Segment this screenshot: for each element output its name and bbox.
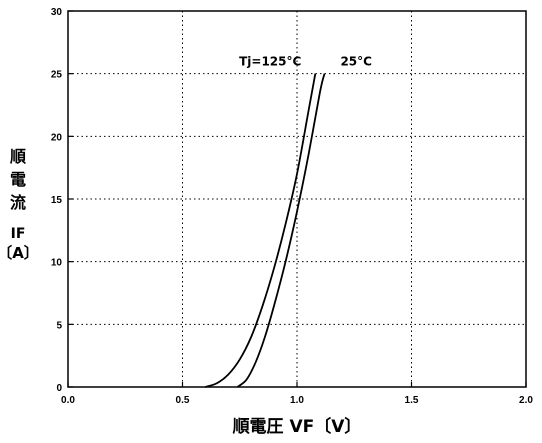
x-tick-label: 2.0 [519,395,533,406]
y-tick-label: 30 [51,7,63,18]
curve-annotations: Tj=125°C 25°C [239,55,372,69]
y-tick-label: 0 [56,383,62,394]
y-axis-label: 順 電 流 IF 〔A〕 [0,147,39,262]
y-tick-label: 20 [51,132,63,143]
y-tick-label: 10 [51,258,63,269]
x-tick-label: 0.0 [61,395,75,406]
series-line-tj-25c [236,73,326,388]
x-axis-label: 順電圧 VF〔V〕 [233,416,362,437]
series-annotation: Tj=125°C [239,55,301,69]
y-axis-label-char: 電 [10,170,26,189]
series-annotation: 25°C [340,55,372,69]
x-tick-label: 1.0 [290,395,304,406]
x-tick-labels: 0.0 0.5 1.0 1.5 2.0 [61,395,533,406]
y-tick-labels: 0 5 10 15 20 25 30 [51,7,63,394]
y-tick-label: 5 [56,320,62,331]
y-tick-label: 25 [51,70,63,81]
series-lines [205,73,326,388]
y-tick-label: 15 [51,195,63,206]
series-line-tj-125c [205,73,317,388]
x-tick-label: 0.5 [176,395,190,406]
tick-marks [67,10,527,388]
y-axis-label-char: 〔A〕 [0,244,39,262]
y-axis-label-char: 流 [10,193,26,212]
y-axis-label-char: 順 [9,147,27,166]
y-axis-label-char: IF [11,226,26,242]
x-tick-label: 1.5 [405,395,419,406]
